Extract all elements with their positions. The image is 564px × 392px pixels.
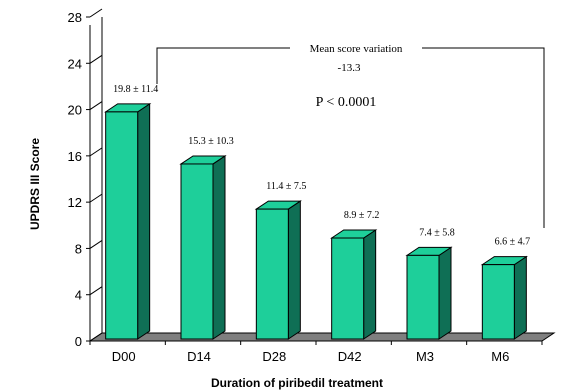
y-tick-depth <box>89 193 103 203</box>
bar-side-D14 <box>212 155 226 340</box>
bar-side-M3 <box>438 246 452 340</box>
y-tick-depth <box>89 147 103 157</box>
x-tick-label: D14 <box>187 349 211 364</box>
data-label: 11.4 ± 7.5 <box>266 181 306 192</box>
y-tick-label: 0 <box>75 334 82 349</box>
bar-M6 <box>481 264 515 340</box>
bar-D42 <box>331 237 365 340</box>
variation-bracket-left <box>156 47 290 84</box>
y-tick-label: 20 <box>68 103 82 118</box>
x-tick-label: D42 <box>338 349 362 364</box>
bar-side-D28 <box>287 200 301 340</box>
bar-D28 <box>255 208 289 340</box>
y-tick-label: 16 <box>68 149 82 164</box>
data-label: 19.8 ± 11.4 <box>113 84 158 95</box>
y-axis-title: UPDRS III Score <box>28 138 42 230</box>
y-tick-depth <box>89 101 103 110</box>
y-tick-label: 8 <box>75 241 82 256</box>
x-tick-label: D28 <box>262 349 286 364</box>
data-label: 7.4 ± 5.8 <box>419 227 455 238</box>
variation-bracket-label: Mean score variation <box>310 43 403 55</box>
bar-D00 <box>105 111 139 340</box>
variation-value: -13.3 <box>338 62 361 74</box>
x-tick-label: M3 <box>416 349 434 364</box>
x-ticks: D00 D14 D28 D42 M3 M6 <box>89 341 543 364</box>
data-label: 8.9 ± 7.2 <box>344 210 380 221</box>
bars <box>104 102 528 340</box>
x-tick-label: D00 <box>112 349 136 364</box>
y-tick-depth <box>89 286 103 296</box>
x-tick-label: M6 <box>491 349 509 364</box>
y-tick-label: 12 <box>68 195 82 210</box>
bar-side-M6 <box>513 255 527 340</box>
y-tick-label: 28 <box>68 10 82 25</box>
bar-M3 <box>406 254 440 340</box>
y-tick-depth <box>89 332 103 342</box>
bar-side-D42 <box>363 229 377 340</box>
y-tick-depth <box>89 54 103 64</box>
y-tick-label: 4 <box>75 288 82 303</box>
x-axis-title: Duration of piribedil treatment <box>211 376 383 390</box>
bar-side-D00 <box>137 102 151 340</box>
data-labels: 19.8 ± 11.4 15.3 ± 10.3 11.4 ± 7.5 8.9 ± 7.… <box>113 84 530 248</box>
y-tick-label: 24 <box>68 56 82 71</box>
data-label: 15.3 ± 10.3 <box>188 136 234 147</box>
data-label: 6.6 ± 4.7 <box>495 237 531 248</box>
y-tick-depth <box>89 8 103 18</box>
y-ticks: 0 4 8 12 16 20 24 28 <box>68 8 103 349</box>
bar-D14 <box>180 163 214 340</box>
y-tick-depth <box>89 240 103 249</box>
variation-bracket-right <box>422 47 545 228</box>
p-value: P < 0.0001 <box>316 95 377 110</box>
